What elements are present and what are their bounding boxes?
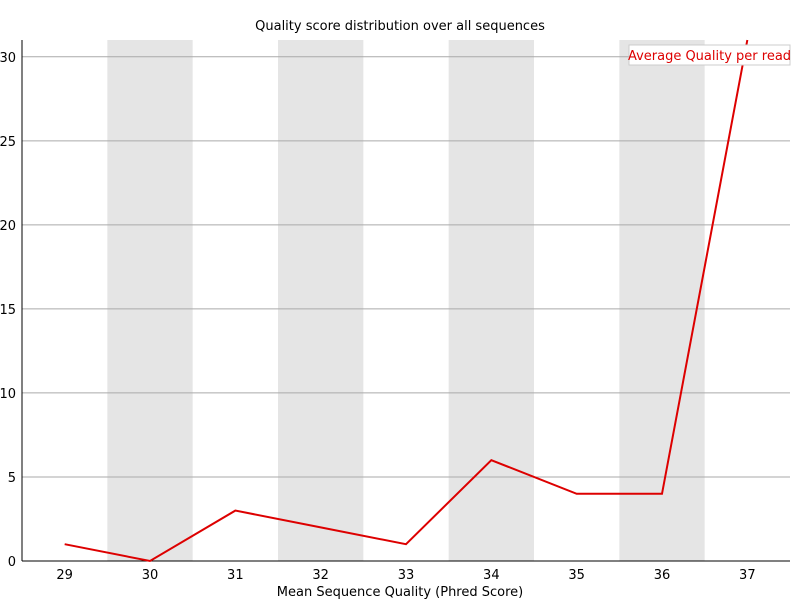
legend-box xyxy=(628,44,791,66)
x-tick-label: 36 xyxy=(654,568,671,583)
y-tick-label: 30 xyxy=(0,51,16,66)
x-tick-label: 32 xyxy=(312,568,329,583)
x-tick-label: 31 xyxy=(227,568,244,583)
x-tick-label: 29 xyxy=(56,568,73,583)
chart-title: Quality score distribution over all sequ… xyxy=(255,19,545,34)
y-tick-label: 15 xyxy=(0,303,16,318)
y-tick-label: 20 xyxy=(0,219,16,234)
y-tick-label: 25 xyxy=(0,135,16,150)
y-tick-labels: 0 5 10 15 20 25 30 xyxy=(0,51,16,570)
legend: Average Quality per read xyxy=(628,44,791,66)
y-tick-label: 10 xyxy=(0,387,16,402)
x-tick-label: 33 xyxy=(398,568,415,583)
x-tick-label: 34 xyxy=(483,568,500,583)
y-tick-label: 5 xyxy=(8,471,16,486)
band-34 xyxy=(448,40,534,561)
series-lines xyxy=(64,39,749,563)
band-36 xyxy=(619,40,705,561)
y-tick-label: 0 xyxy=(8,555,16,570)
grid-lines xyxy=(22,56,790,478)
x-tick-labels: 29 30 31 32 33 34 35 36 37 xyxy=(56,568,755,583)
x-axis-label: Mean Sequence Quality (Phred Score) xyxy=(277,585,523,600)
band-32 xyxy=(278,40,364,561)
x-tick-label: 35 xyxy=(568,568,585,583)
band-30 xyxy=(107,40,193,561)
x-tick-label: 37 xyxy=(739,568,756,583)
x-tick-label: 30 xyxy=(142,568,159,583)
alternating-bands xyxy=(107,40,705,561)
legend-label: Average Quality per read xyxy=(628,49,791,64)
